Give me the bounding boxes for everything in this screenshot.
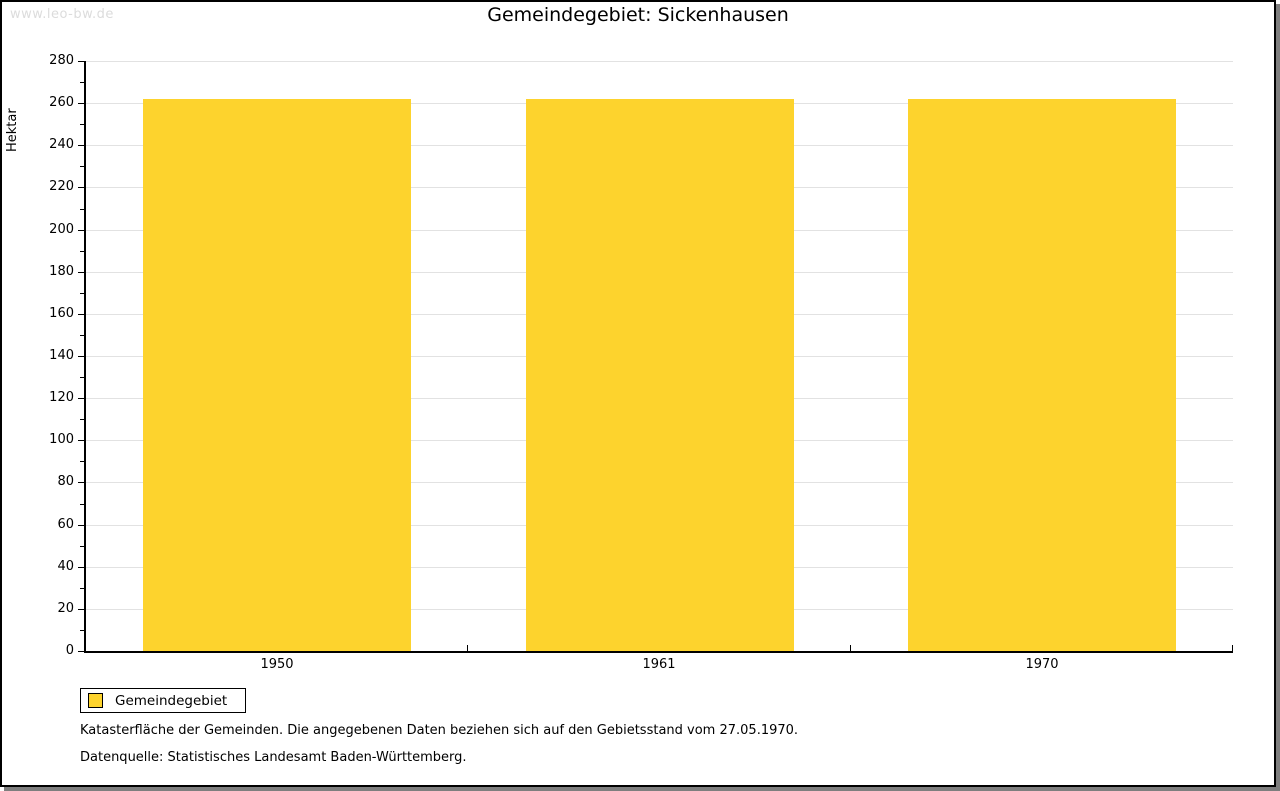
y-tick-label: 40	[57, 559, 74, 574]
watermark: www.leo-bw.de	[10, 7, 114, 22]
y-tick-label: 220	[49, 179, 74, 194]
y-major-tick	[78, 398, 84, 399]
x-axis-line	[84, 651, 1233, 653]
y-minor-tick	[80, 335, 84, 336]
y-tick-label: 260	[49, 95, 74, 110]
legend-label: Gemeindegebiet	[115, 692, 228, 709]
y-minor-tick	[80, 293, 84, 294]
y-minor-tick	[80, 588, 84, 589]
y-tick-label: 0	[65, 643, 74, 658]
y-minor-tick	[80, 251, 84, 252]
y-tick-label: 240	[49, 137, 74, 152]
legend: Gemeindegebiet	[80, 688, 247, 713]
y-major-tick	[78, 61, 84, 62]
y-major-tick	[78, 230, 84, 231]
y-major-tick	[78, 567, 84, 568]
y-major-tick	[78, 440, 84, 441]
y-gridline	[86, 61, 1233, 62]
y-minor-tick	[80, 504, 84, 505]
y-tick-label: 100	[49, 432, 74, 447]
x-tick-label-1961: 1961	[642, 657, 676, 672]
y-major-tick	[78, 314, 84, 315]
y-major-tick	[78, 356, 84, 357]
y-major-tick	[78, 272, 84, 273]
y-minor-tick	[80, 546, 84, 547]
x-boundary-tick	[850, 645, 851, 651]
y-tick-label: 280	[49, 53, 74, 68]
y-minor-tick	[80, 209, 84, 210]
y-major-tick	[78, 145, 84, 146]
y-tick-label: 160	[49, 306, 74, 321]
footnote-source: Datenquelle: Statistisches Landesamt Bad…	[80, 750, 467, 765]
y-major-tick	[78, 651, 84, 652]
y-tick-label: 20	[57, 601, 74, 616]
y-minor-tick	[80, 82, 84, 83]
y-minor-tick	[80, 377, 84, 378]
x-tick-label-1970: 1970	[1025, 657, 1059, 672]
y-minor-tick	[80, 630, 84, 631]
chart-title: Gemeindegebiet: Sickenhausen	[487, 4, 789, 26]
y-major-tick	[78, 609, 84, 610]
y-tick-label: 60	[57, 517, 74, 532]
x-tick-label-1950: 1950	[260, 657, 294, 672]
y-minor-tick	[80, 166, 84, 167]
bar-1950	[143, 99, 411, 651]
y-axis-line	[84, 61, 86, 653]
y-major-tick	[78, 482, 84, 483]
y-tick-label: 180	[49, 264, 74, 279]
y-minor-tick	[80, 419, 84, 420]
y-major-tick	[78, 525, 84, 526]
y-major-tick	[78, 187, 84, 188]
y-tick-label: 140	[49, 348, 74, 363]
footnote-description: Katasterfläche der Gemeinden. Die angege…	[80, 723, 799, 738]
bar-1961	[526, 99, 794, 651]
x-boundary-tick	[467, 645, 468, 651]
x-boundary-tick	[1232, 645, 1233, 651]
y-tick-label: 80	[57, 474, 74, 489]
y-major-tick	[78, 103, 84, 104]
y-minor-tick	[80, 461, 84, 462]
y-minor-tick	[80, 124, 84, 125]
y-tick-label: 120	[49, 390, 74, 405]
y-tick-label: 200	[49, 222, 74, 237]
bar-1970	[908, 99, 1176, 651]
legend-swatch	[88, 693, 103, 708]
